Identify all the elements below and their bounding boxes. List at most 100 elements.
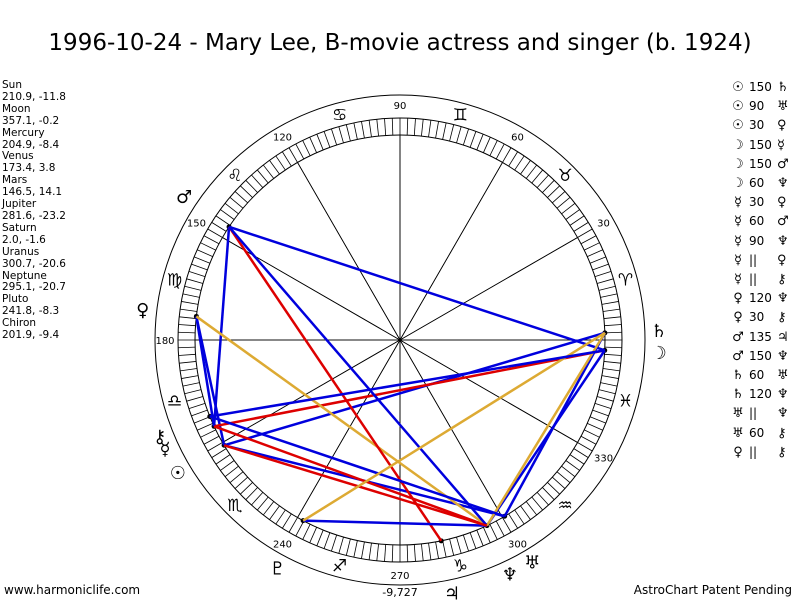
aspect-angle: 150: [749, 137, 772, 152]
aspect-planet-a: ☿: [734, 233, 742, 249]
planet-name: Sun: [2, 79, 22, 91]
degree-tick: [462, 534, 469, 552]
degree-tick: [197, 423, 213, 431]
site-url[interactable]: www.harmoniclife.com: [4, 583, 141, 597]
aspect-planet-a: ♄: [732, 387, 744, 403]
degree-tick: [525, 164, 537, 179]
aspect-row: ♄ 60 ♅: [727, 366, 788, 385]
aspect-angle: 150: [749, 348, 772, 363]
degree-tick: [489, 524, 498, 540]
aspect-row: ♀ 30 ⚷: [727, 308, 789, 327]
degree-tick: [203, 235, 220, 245]
degree-tick: [580, 435, 597, 445]
degree-tick: [186, 278, 204, 284]
degree-tick: [584, 242, 600, 251]
aspect-planet-a: ☉: [732, 80, 744, 95]
degree-tick: [469, 131, 477, 148]
aspect-line: [302, 331, 606, 522]
aspect-angle: 150: [749, 80, 772, 94]
aspect-line: [212, 226, 231, 427]
degree-tick: [179, 361, 197, 364]
degree-tick: [224, 203, 239, 215]
aspect-row: ♀ || ⚷: [727, 443, 789, 462]
degree-tick: [376, 119, 379, 137]
aspect-planet-b: ♃: [777, 329, 789, 345]
degree-tick: [469, 532, 477, 549]
aspect-angle: ||: [749, 406, 758, 421]
aspect-line: [213, 349, 605, 428]
bottom-value: -9,727: [382, 586, 417, 599]
planet-glyph: ♅: [524, 553, 540, 574]
degree-tick: [489, 140, 498, 156]
degree-tick: [302, 140, 311, 156]
degree-tick: [600, 382, 618, 387]
degree-tick: [275, 155, 286, 171]
aspect-angle: 150: [749, 156, 772, 171]
zodiac-sign-glyph: ♍: [167, 271, 182, 291]
planet-value: 146.5, 14.1: [2, 186, 63, 199]
degree-tick: [594, 271, 612, 278]
degree-tick: [406, 118, 409, 136]
degree-tick: [556, 196, 571, 209]
degree-tick: [288, 147, 298, 163]
planet-value: 281.6, -23.2: [2, 209, 66, 222]
aspect-planet-a: ☽: [732, 156, 744, 172]
degree-tick: [295, 143, 305, 160]
degree-tick: [569, 454, 585, 465]
spoke-line: [222, 237, 578, 443]
degree-tick: [207, 228, 223, 238]
degree-tick: [309, 527, 317, 543]
planet-name: Mars: [2, 174, 28, 187]
aspect-angle: 60: [749, 176, 765, 191]
aspect-line: [195, 315, 488, 527]
aspect-row: ♅ || ♆: [727, 404, 789, 423]
degree-tick: [182, 293, 200, 298]
aspect-planet-b: ♆: [777, 387, 789, 403]
zodiac-sign-glyph: ♓: [618, 391, 633, 411]
aspect-angle: ||: [749, 272, 758, 287]
aspect-planet-a: ☿: [734, 214, 742, 230]
degree-tick: [573, 222, 589, 232]
degree-tick: [178, 324, 196, 327]
degree-tick: [203, 435, 220, 445]
zodiac-sign-glyph: ♏: [227, 496, 242, 516]
aspect-row: ☉ 90 ♅: [727, 97, 788, 116]
aspect-line: [503, 332, 606, 517]
degree-tick: [178, 346, 196, 349]
degree-tick: [577, 442, 593, 452]
zodiac-sign-glyph: ♉: [557, 166, 572, 186]
degree-tick: [561, 203, 576, 215]
degree-tick: [502, 517, 512, 533]
degree-tick: [361, 121, 365, 139]
aspect-line: [485, 332, 606, 527]
degree-tick: [391, 118, 394, 136]
degree-tick: [547, 482, 560, 495]
aspect-row: ☿ 90 ♆: [727, 232, 789, 251]
degree-label: 30: [597, 219, 610, 230]
planet-name: Pluto: [2, 293, 29, 306]
aspect-planet-a: ☽: [732, 176, 744, 192]
aspect-planet-b: ☿: [777, 137, 785, 153]
planet-glyph: ♀: [136, 300, 149, 321]
degree-tick: [188, 271, 206, 278]
degree-tick: [229, 196, 244, 209]
degree-tick: [361, 541, 365, 559]
degree-tick: [536, 492, 549, 506]
aspect-planet-b: ♆: [777, 348, 789, 364]
aspect-angle: ||: [749, 444, 758, 459]
aspect-planet-b: ♆: [777, 406, 789, 422]
degree-tick: [413, 544, 416, 562]
patent-notice: AstroChart Patent Pending: [633, 583, 792, 597]
degree-tick: [428, 542, 432, 560]
zodiac-sign-glyph: ♑: [453, 557, 468, 577]
planet-value: 357.1, -0.2: [2, 114, 60, 127]
aspect-planet-b: ♆: [777, 176, 789, 192]
degree-tick: [288, 517, 298, 533]
planet-glyph: ♆: [502, 565, 518, 586]
degree-tick: [604, 324, 622, 327]
degree-tick: [251, 174, 264, 188]
aspect-line: [195, 316, 216, 427]
degree-tick: [316, 134, 324, 151]
aspect-planet-b: ♂: [777, 214, 789, 230]
degree-tick: [442, 540, 447, 558]
